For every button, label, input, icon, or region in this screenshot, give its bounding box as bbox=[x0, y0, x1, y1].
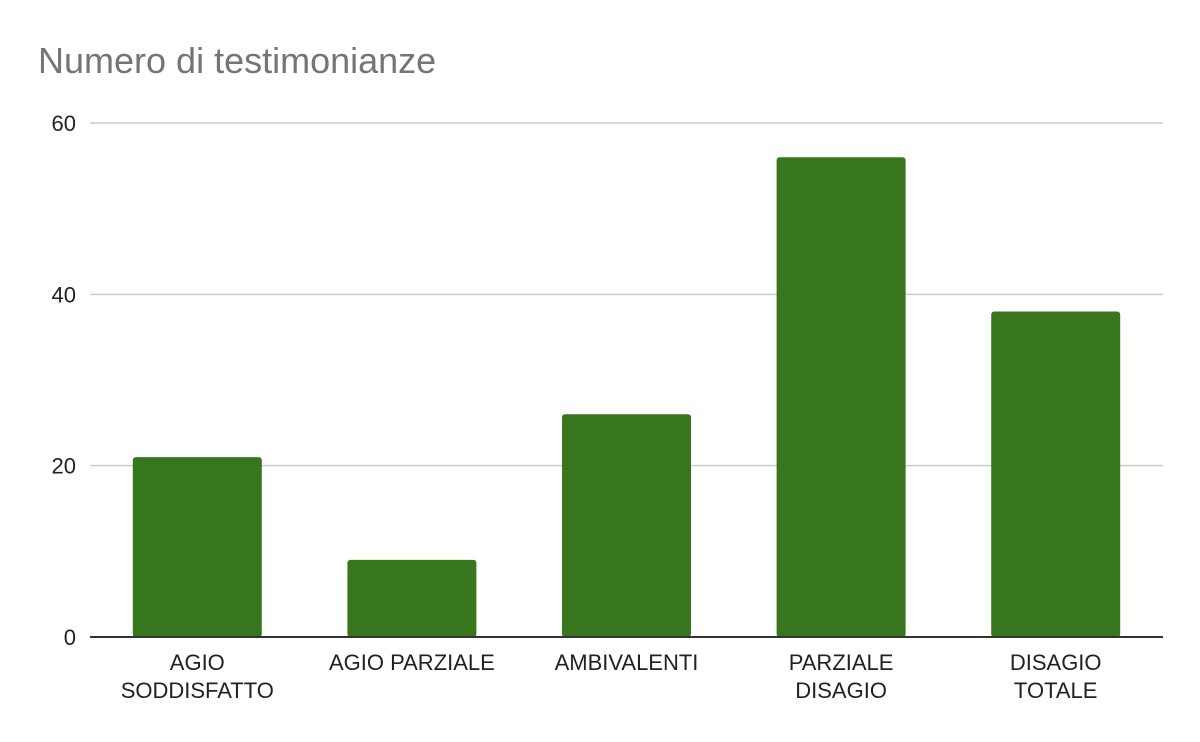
x-category-label: PARZIALE bbox=[789, 650, 894, 675]
x-category-label: SODDISFATTO bbox=[121, 678, 274, 703]
y-tick-label: 40 bbox=[52, 282, 76, 307]
x-category-label: AMBIVALENTI bbox=[555, 650, 699, 675]
y-tick-label: 0 bbox=[64, 625, 76, 650]
x-category-label: AGIO PARZIALE bbox=[329, 650, 495, 675]
bar bbox=[991, 311, 1121, 637]
x-category-label: TOTALE bbox=[1014, 678, 1098, 703]
x-category-label: DISAGIO bbox=[795, 678, 887, 703]
x-category-label: DISAGIO bbox=[1010, 650, 1102, 675]
bar bbox=[562, 414, 691, 637]
y-tick-label: 60 bbox=[52, 111, 76, 136]
y-tick-label: 20 bbox=[52, 454, 76, 479]
bar bbox=[132, 457, 262, 637]
chart-title: Numero di testimonianze bbox=[38, 40, 437, 81]
bar bbox=[776, 157, 906, 637]
x-category-label: AGIO bbox=[170, 650, 225, 675]
bar bbox=[347, 559, 477, 637]
